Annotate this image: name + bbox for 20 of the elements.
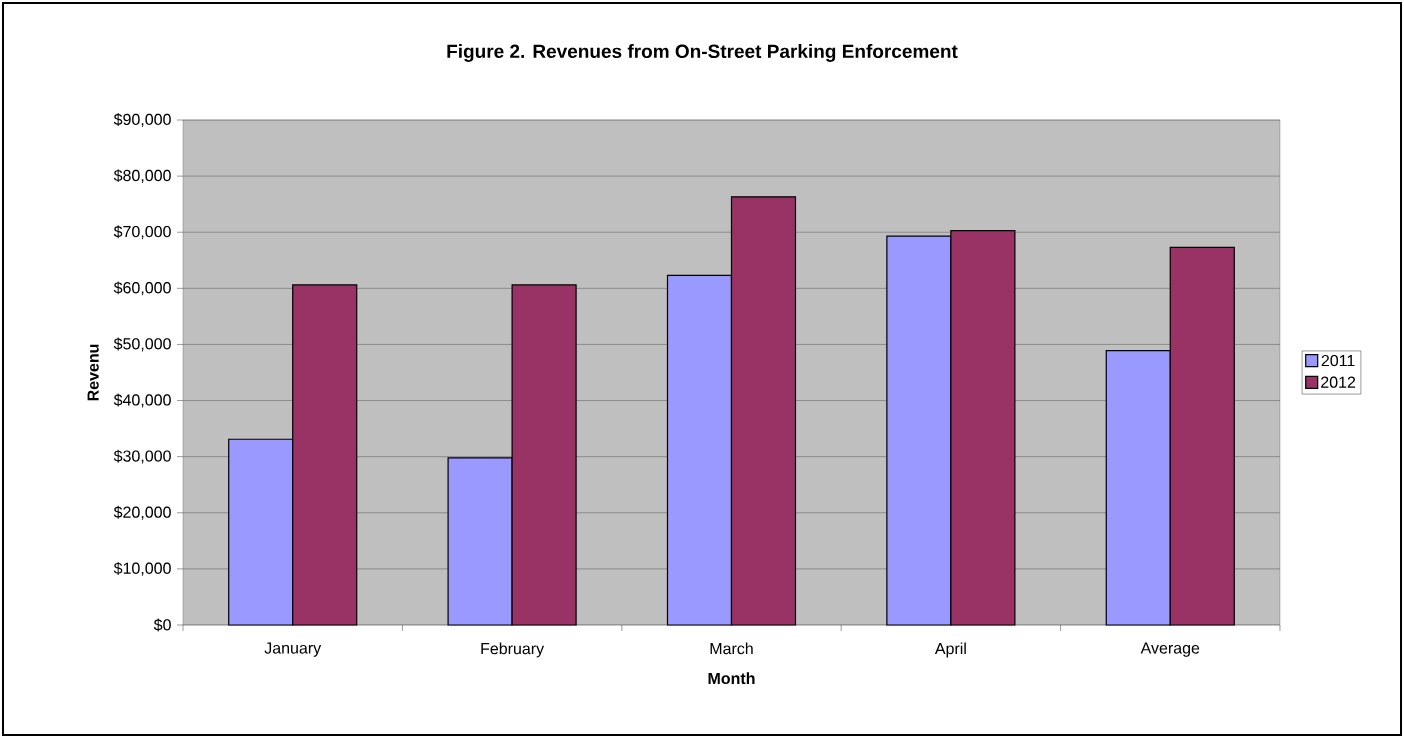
y-tick-label: $0 (153, 618, 171, 632)
x-tick-label: April (934, 642, 966, 658)
y-axis-title: Revenu (87, 344, 99, 401)
y-tick-label: $20,000 (113, 505, 171, 520)
y-tick-label: $70,000 (113, 225, 171, 240)
y-tick-label: $80,000 (113, 169, 171, 184)
x-axis-title: Month (708, 672, 755, 685)
y-tick-label: $10,000 (113, 561, 171, 576)
x-tick-label: January (264, 642, 322, 657)
y-tick-label: $90,000 (113, 113, 171, 127)
y-tick-label: $50,000 (113, 337, 171, 352)
x-tick-label: February (481, 642, 545, 658)
x-tick-label: March (710, 642, 753, 655)
y-tick-label: $30,000 (113, 449, 171, 464)
x-tick-label: Average (1140, 642, 1200, 657)
y-tick-label: $40,000 (113, 393, 171, 408)
legend-label: 2011 (1321, 354, 1355, 367)
legend-label: 2012 (1321, 376, 1356, 388)
y-tick-label: $60,000 (113, 281, 171, 296)
chart-title: Figure 2. Revenues from On-Street Parking Enforcement (447, 44, 958, 62)
